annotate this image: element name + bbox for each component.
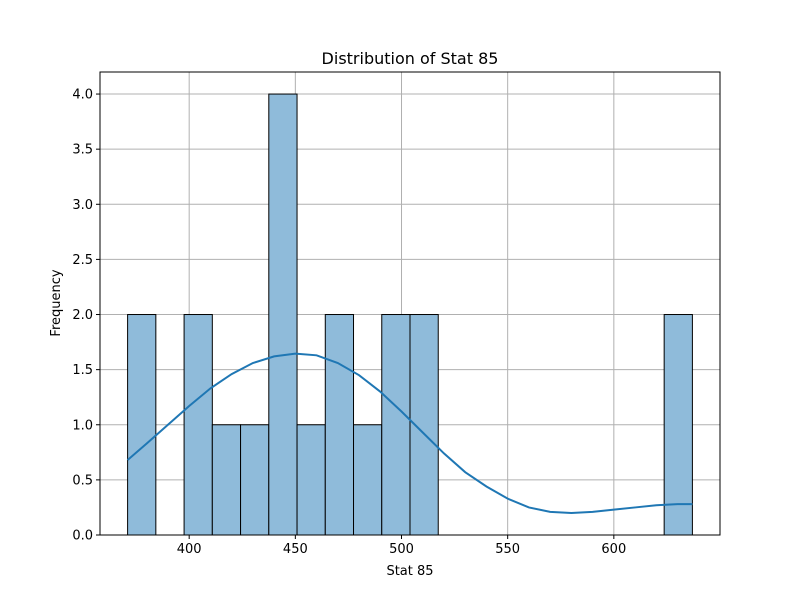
y-tick-label: 1.0 <box>72 418 93 433</box>
y-tick-label: 2.5 <box>72 253 93 268</box>
x-tick-label: 600 <box>601 542 626 557</box>
y-tick-label: 0.0 <box>72 529 93 544</box>
y-tick-label: 4.0 <box>72 88 93 103</box>
histogram-bar <box>268 93 298 536</box>
x-tick-label: 550 <box>495 542 520 557</box>
x-tick-label: 450 <box>283 542 308 557</box>
histogram-bar <box>183 314 213 536</box>
y-tick-label: 2.0 <box>72 308 93 323</box>
y-axis-ticks: 0.0 0.5 1.0 1.5 2.0 2.5 3.0 3.5 4.0 <box>72 88 100 544</box>
histogram-bar <box>381 314 411 536</box>
histogram-bar <box>353 424 383 536</box>
kde-curve <box>126 352 693 514</box>
histogram-bars <box>127 93 693 536</box>
y-tick-label: 3.0 <box>72 198 93 213</box>
histogram-bar <box>324 314 355 536</box>
histogram-bar <box>296 424 326 536</box>
y-axis-label: Frequency <box>49 269 64 336</box>
y-tick-label: 1.5 <box>72 363 93 378</box>
plot-frame <box>99 71 721 536</box>
y-tick-label: 0.5 <box>72 473 93 488</box>
x-axis-ticks: 400 450 500 550 600 <box>177 535 626 557</box>
histogram-bar <box>663 314 693 536</box>
chart-title: Distribution of Stat 85 <box>322 49 499 68</box>
x-axis-label: Stat 85 <box>386 564 433 579</box>
histogram-bar <box>127 314 157 536</box>
histogram-bar <box>240 424 270 536</box>
y-tick-label: 3.5 <box>72 143 93 158</box>
x-tick-label: 400 <box>177 542 202 557</box>
x-tick-label: 500 <box>389 542 414 557</box>
histogram-bar <box>211 424 242 536</box>
